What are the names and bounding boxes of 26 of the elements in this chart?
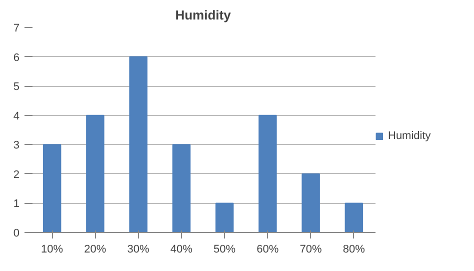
y-tick-label: 2 xyxy=(13,168,20,181)
bar xyxy=(86,114,104,232)
y-tick-label: 1 xyxy=(13,198,20,210)
x-tick-label: 50% xyxy=(214,244,236,256)
bar xyxy=(344,202,364,232)
x-tick-label: 80% xyxy=(342,244,366,256)
y-tick-label: 0 xyxy=(13,228,20,240)
x-tick-label: 70% xyxy=(300,244,322,256)
bar xyxy=(258,114,277,232)
y-tick-label: 5 xyxy=(13,81,20,94)
x-tick-label: 40% xyxy=(170,244,193,256)
bar xyxy=(215,202,234,232)
bar xyxy=(129,56,148,232)
x-tick-label: 20% xyxy=(84,244,106,256)
y-tick-label: 6 xyxy=(13,52,20,64)
bar xyxy=(172,144,191,232)
legend-label: Humidity xyxy=(388,130,431,142)
y-tick-label: 7 xyxy=(13,22,20,34)
y-tick-label: 3 xyxy=(13,140,20,152)
bar xyxy=(302,173,320,232)
bar xyxy=(42,144,62,232)
x-tick-label: 30% xyxy=(127,244,150,256)
chart-title: Humidity xyxy=(175,8,232,22)
x-tick-label: 60% xyxy=(256,244,279,256)
y-tick-label: 4 xyxy=(13,110,20,122)
x-tick-label: 10% xyxy=(41,244,64,256)
